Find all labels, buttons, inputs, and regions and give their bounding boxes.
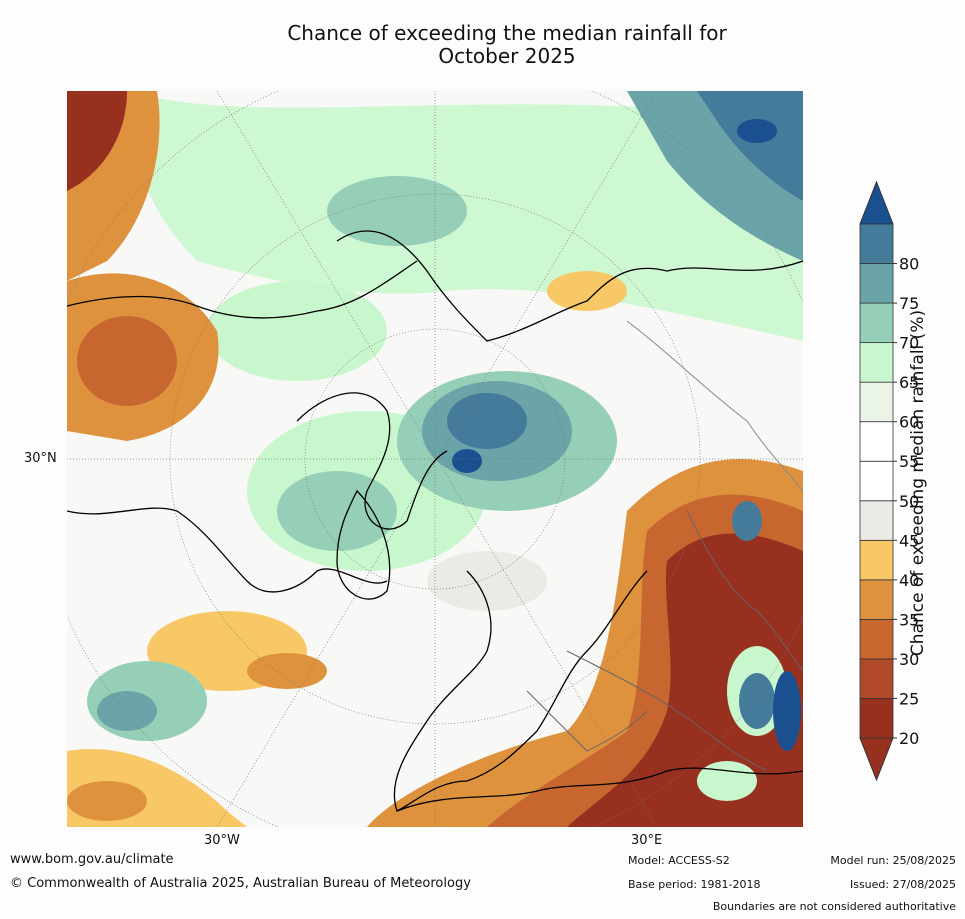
website-link[interactable]: www.bom.gov.au/climate: [10, 852, 174, 867]
base-period-text: Base period: 1981-2018: [628, 878, 761, 891]
colorbar-high-extend: [859, 180, 894, 225]
colorbar-label: Chance of exceeding median rainfall (%): [908, 309, 928, 657]
colorbar-segment: [859, 381, 894, 423]
colorbar-segment: [859, 618, 894, 660]
title-line-1: Chance of exceeding the median rainfall …: [287, 21, 727, 45]
colorbar-segment: [859, 342, 894, 383]
colorbar-tick-label: 60: [899, 413, 919, 432]
longitude-label-west: 30°W: [204, 833, 240, 848]
forecast-map: [67, 91, 803, 827]
colorbar-tick-label: 75: [899, 294, 919, 313]
colorbar-segment: [859, 500, 894, 541]
colorbar-tick-label: 55: [899, 452, 919, 471]
colorbar-tick-label: 80: [899, 255, 919, 274]
colorbar-segment: [859, 421, 894, 462]
colorbar-tick-label: 30: [899, 650, 919, 669]
colorbar-tick-label: 70: [899, 334, 919, 353]
colorbar-tick-label: 20: [899, 729, 919, 748]
colorbar-legend: 20 25 30 35 40 45 50 55 60 65 70 75 80: [855, 180, 965, 790]
colorbar-tick-label: 50: [899, 492, 919, 511]
colorbar-segment: [859, 302, 894, 344]
colorbar-tick-label: 45: [899, 531, 919, 550]
longitude-label-east: 30°E: [631, 833, 663, 848]
title-line-2: October 2025: [438, 44, 576, 68]
colorbar-svg: 20 25 30 35 40 45 50 55 60 65 70 75 80: [859, 180, 919, 782]
forecast-map-canvas: [67, 91, 803, 827]
colorbar-segment: [859, 579, 894, 620]
colorbar-segment: [859, 263, 894, 304]
map-title: Chance of exceeding the median rainfall …: [0, 22, 965, 68]
issued-text: Issued: 27/08/2025: [849, 878, 956, 891]
colorbar-tick-label: 40: [899, 571, 919, 590]
colorbar-segment: [859, 698, 894, 739]
latitude-label: 30°N: [24, 451, 57, 466]
model-run-text: Model run: 25/08/2025: [830, 854, 956, 867]
copyright-text: © Commonwealth of Australia 2025, Austra…: [10, 876, 471, 891]
model-text: Model: ACCESS-S2: [628, 854, 730, 867]
colorbar-segment: [859, 658, 894, 699]
colorbar-segment: [859, 539, 894, 581]
colorbar-segment: [859, 460, 894, 502]
colorbar-segment: [859, 223, 894, 264]
colorbar-tick-label: 35: [899, 610, 919, 629]
colorbar-tick-label: 65: [899, 373, 919, 392]
colorbar-tick-label: 25: [899, 689, 919, 708]
colorbar-low-extend: [859, 737, 894, 782]
disclaimer-text: Boundaries are not considered authoritat…: [712, 900, 956, 913]
